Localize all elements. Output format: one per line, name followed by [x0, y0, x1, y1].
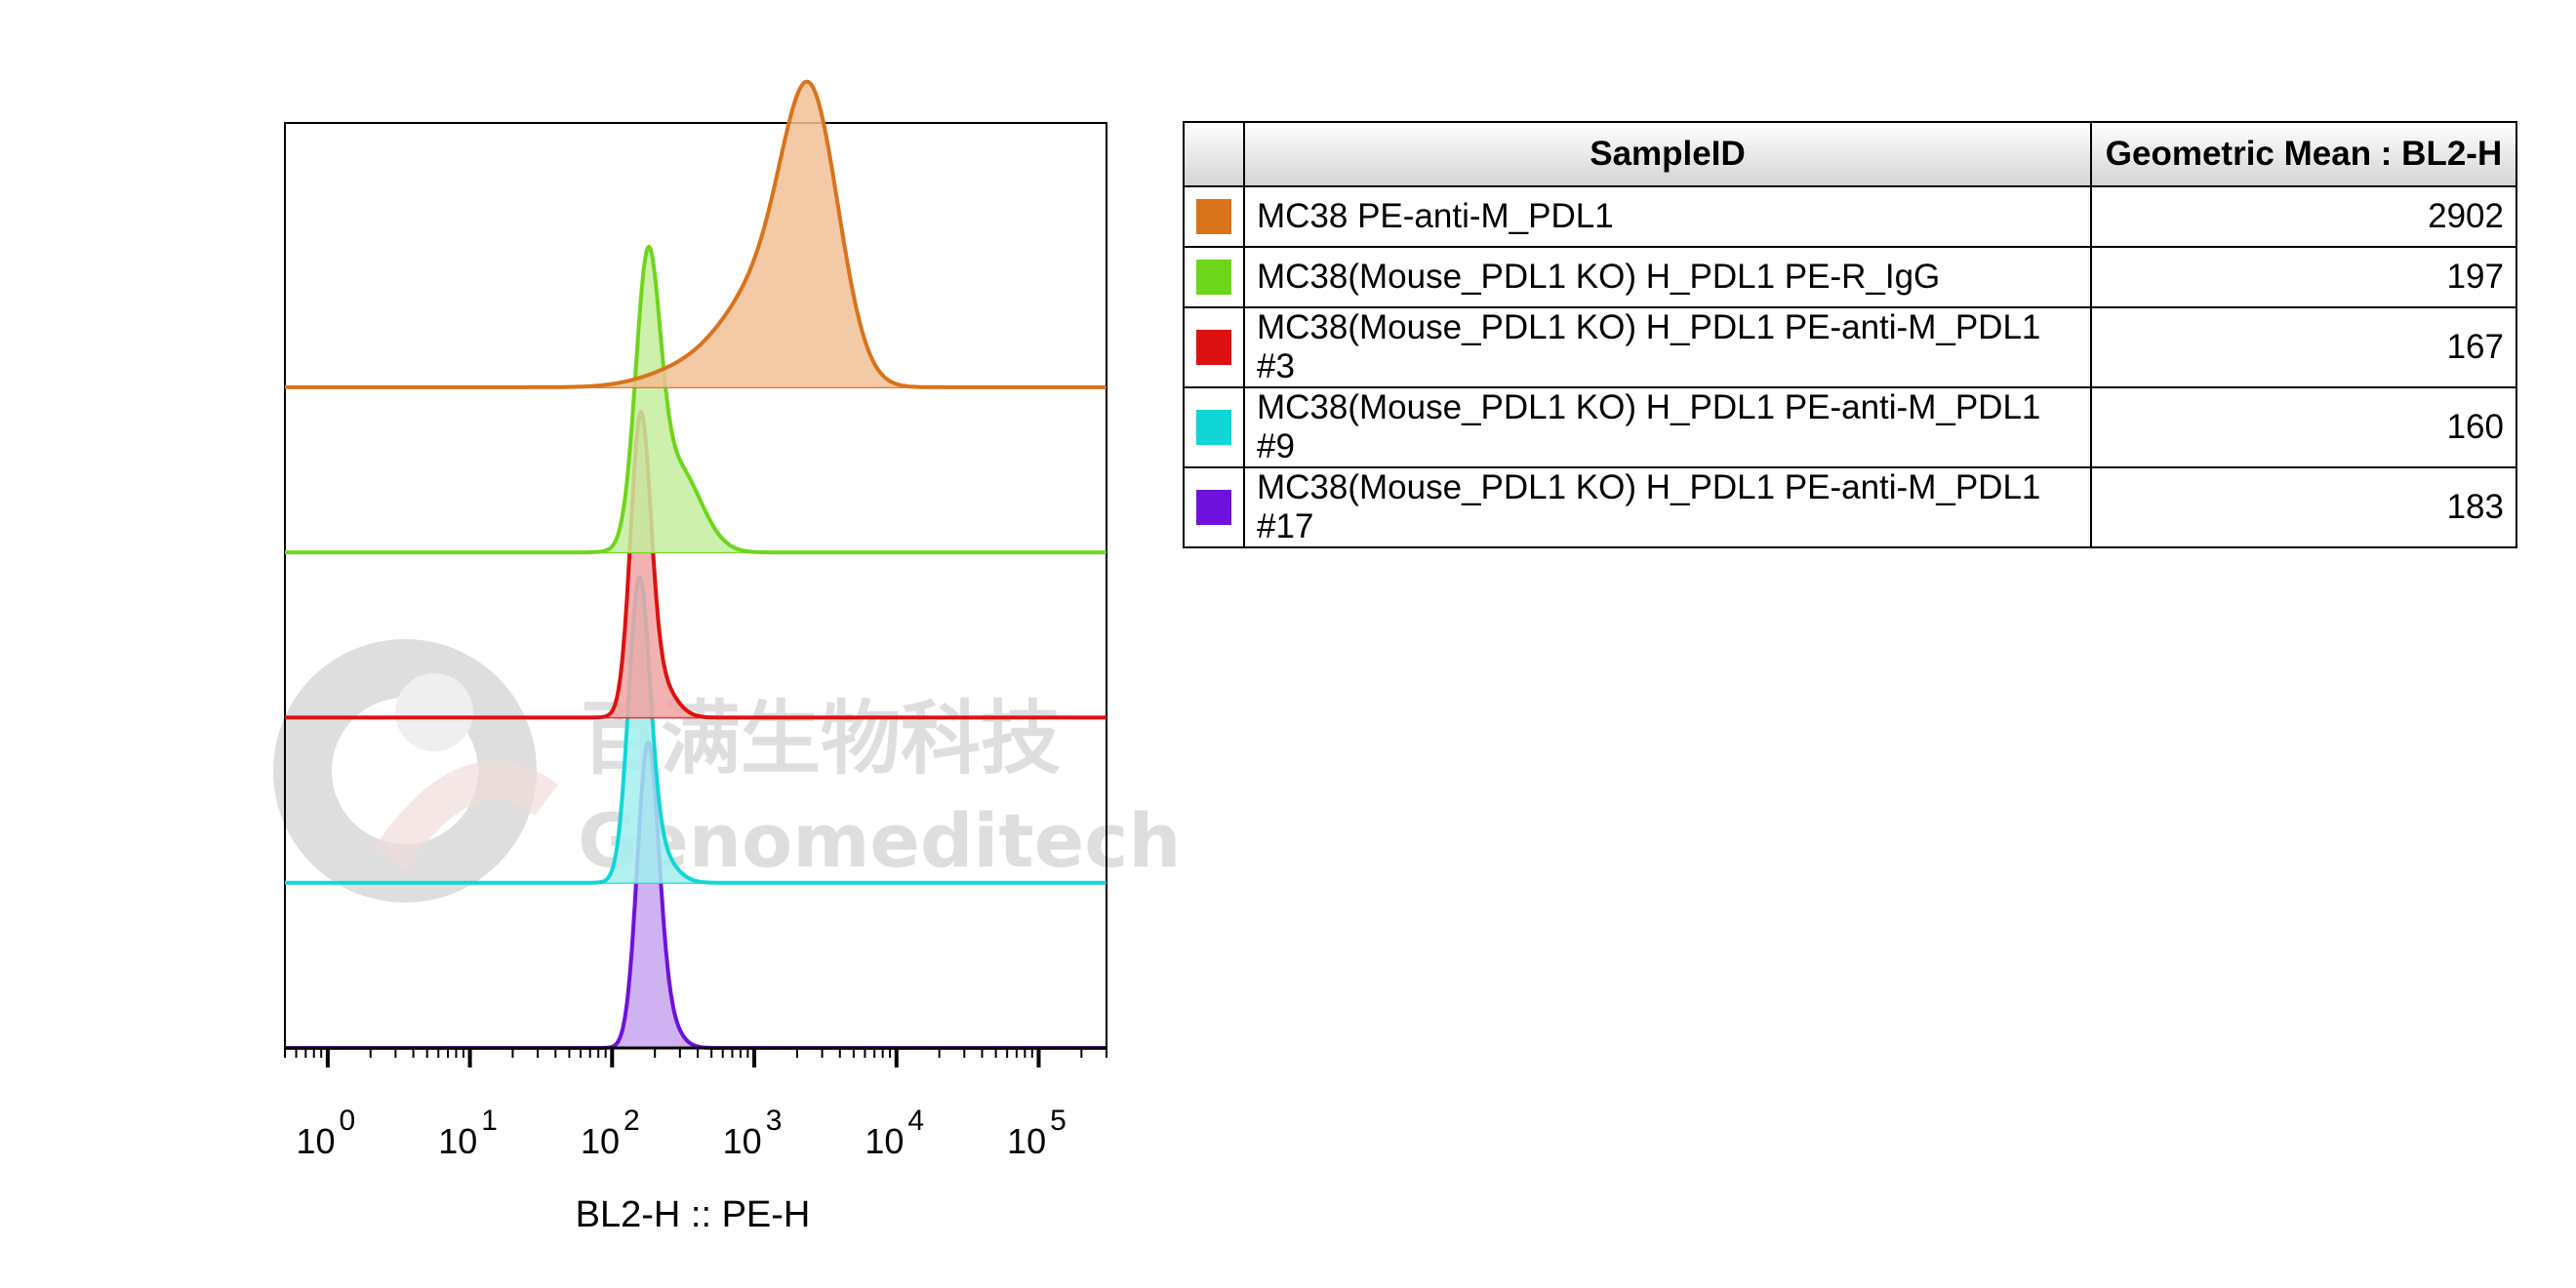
series-1: [285, 79, 1107, 389]
legend-swatch-cell: [1183, 246, 1245, 308]
legend-row: MC38(Mouse_PDL1 KO) H_PDL1 PE-anti-M_PDL…: [1183, 306, 2517, 388]
legend-swatch-cell: [1183, 185, 1245, 248]
legend-sample-id: MC38(Mouse_PDL1 KO) H_PDL1 PE-anti-M_PDL…: [1243, 386, 2092, 468]
x-tick-label: 101: [438, 1105, 498, 1161]
legend-swatch: [1196, 260, 1231, 295]
legend-row: MC38(Mouse_PDL1 KO) H_PDL1 PE-anti-M_PDL…: [1183, 466, 2517, 548]
legend-header-sample: SampleID: [1243, 121, 2092, 187]
legend-swatch-cell: [1183, 386, 1245, 468]
legend-geomean: 2902: [2090, 185, 2517, 248]
series-curve: [285, 244, 1107, 555]
x-tick-label: 105: [1007, 1105, 1067, 1161]
legend-row: MC38(Mouse_PDL1 KO) H_PDL1 PE-anti-M_PDL…: [1183, 386, 2517, 468]
legend-geomean: 183: [2090, 466, 2517, 548]
legend-sample-id: MC38 PE-anti-M_PDL1: [1243, 185, 2092, 248]
series-curve: [285, 409, 1107, 720]
series-curve: [285, 574, 1107, 885]
legend-swatch: [1196, 490, 1231, 525]
legend-swatch: [1196, 330, 1231, 365]
legend-swatch: [1196, 410, 1231, 445]
watermark: 百满生物科技 Genomeditech: [273, 639, 1181, 903]
legend-geomean: 160: [2090, 386, 2517, 468]
legend-swatch-cell: [1183, 306, 1245, 388]
x-tick-label: 102: [581, 1105, 640, 1161]
x-tick-label: 100: [296, 1105, 355, 1161]
legend-header-geomean: Geometric Mean : BL2-H: [2090, 121, 2517, 187]
legend-geomean: 167: [2090, 306, 2517, 388]
legend-swatch: [1196, 199, 1231, 234]
legend-header-swatch: [1183, 121, 1245, 187]
series-area: [285, 81, 1107, 387]
series-area: [285, 247, 1107, 553]
x-axis-label: BL2-H :: PE-H: [576, 1194, 811, 1235]
series-4: [285, 574, 1107, 885]
legend-header-row: SampleID Geometric Mean : BL2-H: [1183, 121, 2517, 187]
legend-swatch-cell: [1183, 466, 1245, 548]
x-tick-label: 104: [865, 1105, 924, 1161]
legend-sample-id: MC38(Mouse_PDL1 KO) H_PDL1 PE-anti-M_PDL…: [1243, 306, 2092, 388]
x-axis: 100 101 102 103 104 105: [284, 1046, 1107, 1161]
legend-sample-id: MC38(Mouse_PDL1 KO) H_PDL1 PE-R_IgG: [1243, 246, 2092, 308]
legend-sample-id: MC38(Mouse_PDL1 KO) H_PDL1 PE-anti-M_PDL…: [1243, 466, 2092, 548]
series-3: [285, 409, 1107, 720]
series-layer: [285, 79, 1107, 1050]
series-curve: [285, 79, 1107, 389]
legend-row: MC38(Mouse_PDL1 KO) H_PDL1 PE-R_IgG 197: [1183, 246, 2517, 308]
legend-table: SampleID Geometric Mean : BL2-H MC38 PE-…: [1183, 121, 2517, 548]
x-tick-label: 103: [723, 1105, 783, 1161]
plot-frame: [284, 122, 1107, 1049]
legend-row: MC38 PE-anti-M_PDL1 2902: [1183, 185, 2517, 248]
series-2: [285, 244, 1107, 555]
legend-geomean: 197: [2090, 246, 2517, 308]
